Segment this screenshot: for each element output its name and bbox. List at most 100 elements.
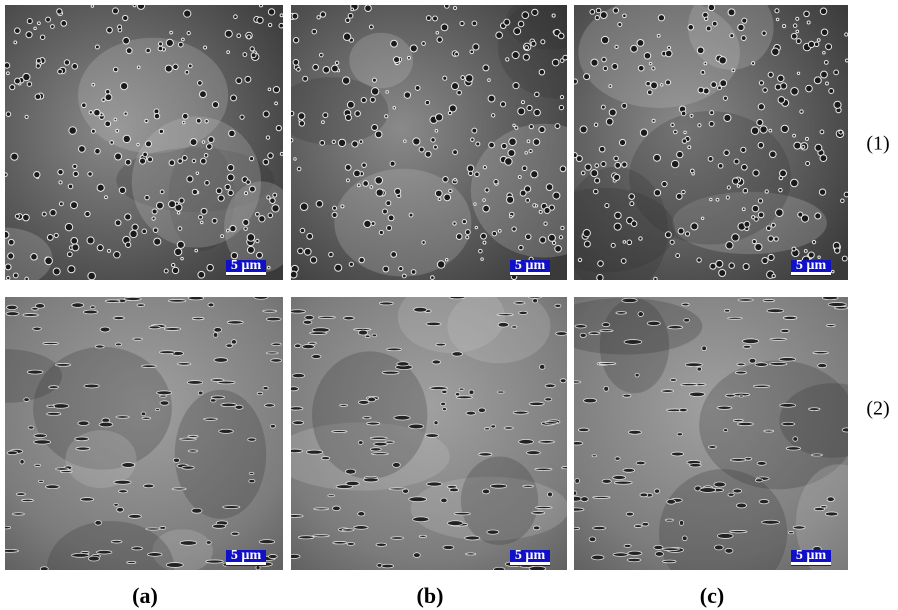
surface-patch — [132, 116, 261, 247]
pore — [518, 108, 525, 115]
pore — [208, 303, 214, 307]
pore — [173, 458, 179, 462]
pore — [200, 158, 206, 164]
pore — [397, 362, 409, 366]
pore — [445, 259, 448, 262]
pore — [483, 65, 489, 71]
pore — [228, 190, 233, 195]
pore — [89, 111, 92, 114]
pore — [688, 146, 691, 149]
pore — [40, 567, 48, 571]
pore — [793, 437, 798, 442]
surface-patch — [175, 390, 266, 519]
pore — [682, 139, 687, 144]
pore — [370, 186, 373, 189]
pore — [156, 202, 163, 209]
pore — [348, 13, 353, 18]
pore — [697, 367, 702, 371]
pore — [600, 330, 613, 332]
pore — [267, 196, 270, 199]
pore — [654, 154, 661, 161]
pore — [319, 53, 323, 57]
pore — [689, 463, 701, 467]
pore — [673, 130, 677, 134]
pore — [658, 15, 664, 21]
pore — [760, 126, 767, 133]
pore — [387, 348, 402, 351]
pore — [345, 469, 355, 474]
pore — [757, 120, 763, 126]
pore — [202, 141, 205, 144]
pore — [35, 304, 44, 309]
pore — [371, 88, 378, 95]
pore — [114, 480, 131, 484]
surface-patch — [563, 167, 668, 294]
pore — [59, 202, 63, 206]
pore — [333, 206, 337, 210]
pore — [123, 135, 130, 142]
pore — [307, 233, 313, 239]
pore — [292, 13, 298, 19]
pore — [778, 97, 785, 104]
scale-bar-label: 5 µm — [515, 548, 546, 563]
pore — [535, 205, 537, 207]
pore — [535, 468, 552, 470]
pore — [820, 155, 827, 162]
pore — [266, 136, 269, 139]
pore — [414, 307, 427, 312]
pore — [354, 170, 361, 177]
pore — [592, 555, 605, 560]
pore — [347, 179, 350, 182]
pore — [267, 266, 270, 269]
surface-patch — [600, 299, 669, 394]
pore — [317, 16, 320, 19]
pore — [345, 115, 351, 121]
pore — [15, 28, 21, 34]
pore — [839, 130, 843, 134]
pore — [474, 203, 476, 205]
pore — [83, 310, 98, 314]
pore — [453, 150, 458, 155]
pore — [726, 196, 729, 199]
pore — [796, 17, 799, 20]
pore — [322, 121, 325, 124]
pore — [719, 269, 726, 276]
pore — [210, 399, 216, 402]
pore — [188, 450, 198, 452]
pore — [624, 340, 642, 345]
pore — [137, 2, 144, 9]
pore — [308, 342, 316, 344]
pore — [719, 57, 726, 64]
pore — [240, 115, 244, 119]
pore — [436, 31, 439, 34]
pore — [313, 64, 319, 70]
pore — [581, 497, 589, 502]
pore — [128, 514, 141, 518]
pore — [475, 226, 477, 228]
pore — [752, 205, 759, 212]
pore — [328, 495, 335, 497]
pore — [544, 207, 550, 213]
pore — [805, 137, 808, 140]
pore — [23, 314, 39, 317]
pore — [375, 131, 382, 138]
pore — [142, 417, 151, 419]
pore — [663, 548, 680, 551]
pore — [639, 237, 642, 240]
pore — [22, 499, 34, 501]
pore — [249, 472, 254, 474]
pore — [670, 240, 674, 244]
pore — [47, 405, 55, 407]
pore — [768, 72, 773, 77]
pore — [4, 173, 8, 177]
pore — [72, 64, 78, 70]
pore — [820, 506, 826, 508]
pore — [236, 78, 242, 84]
pore — [46, 17, 51, 22]
pore — [413, 553, 420, 558]
pore — [618, 23, 622, 27]
pore — [130, 230, 138, 238]
pore — [8, 253, 14, 259]
pore — [765, 190, 768, 193]
pore — [624, 544, 631, 547]
